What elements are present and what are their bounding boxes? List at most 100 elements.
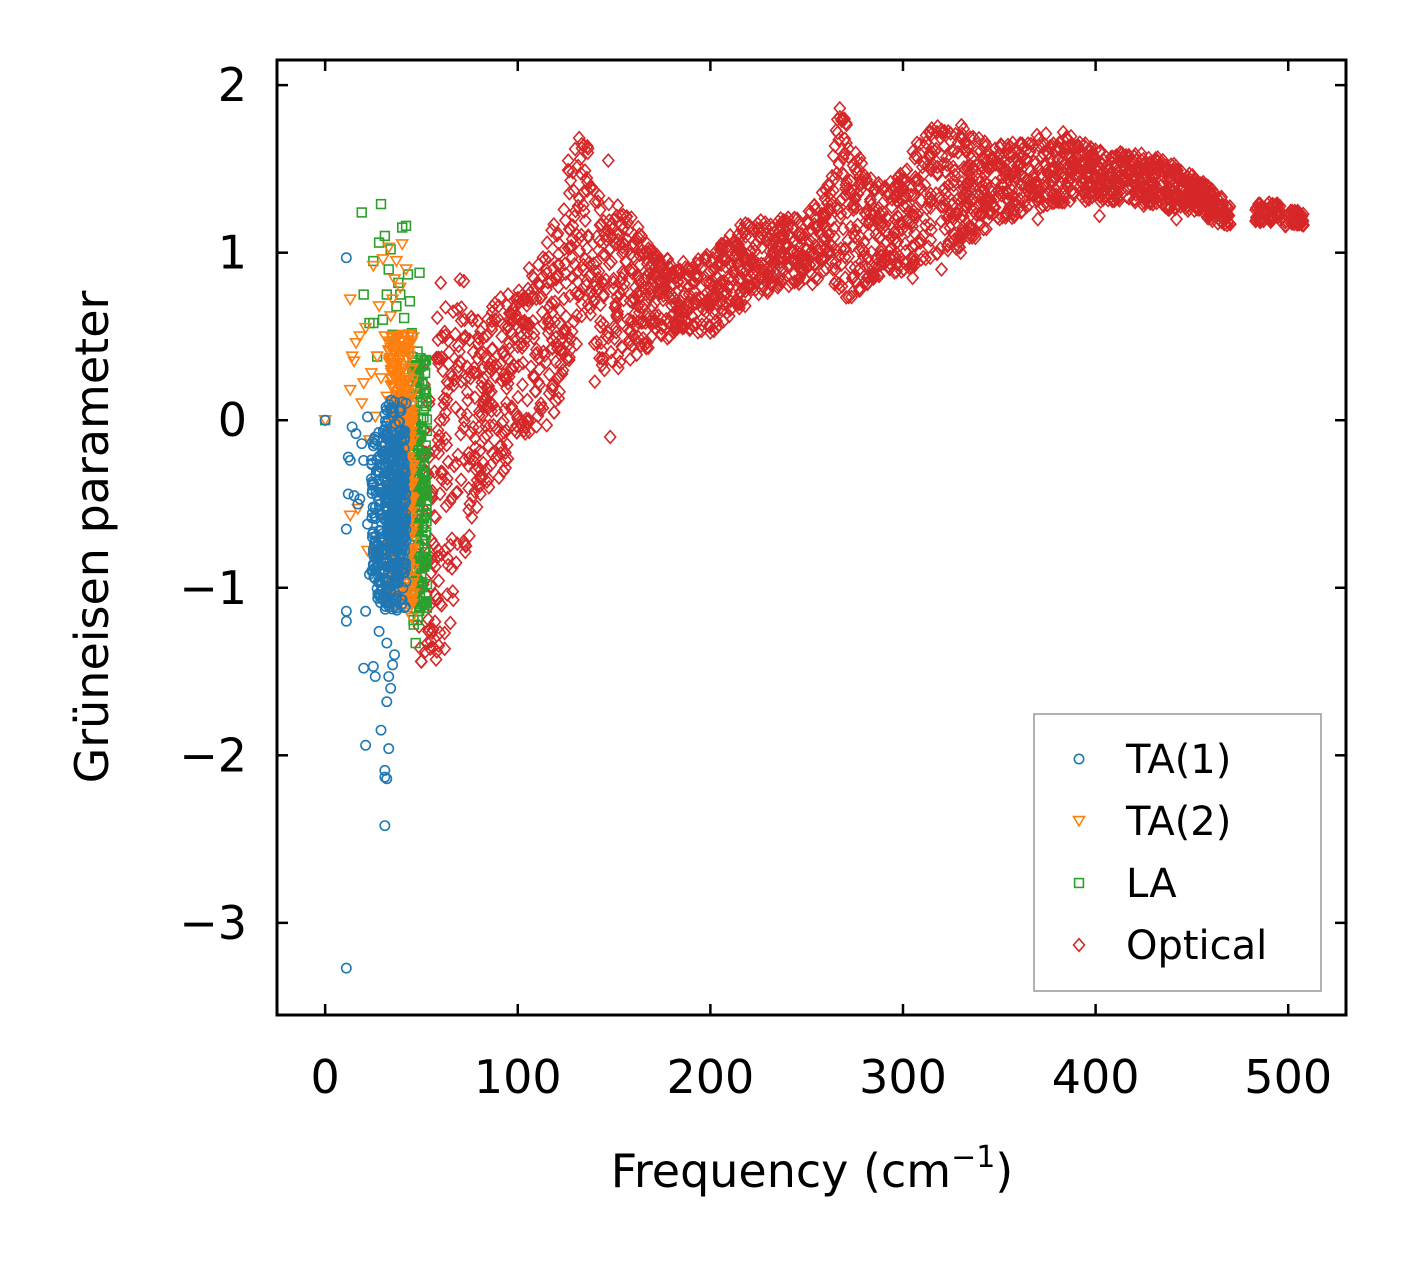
point-optical — [534, 289, 548, 305]
point-optical — [1046, 186, 1060, 202]
point-optical — [847, 199, 861, 215]
point-ta1 — [362, 518, 374, 530]
point-optical — [676, 273, 690, 290]
point-optical — [962, 165, 976, 181]
point-optical — [617, 276, 631, 292]
point-optical — [854, 176, 868, 192]
point-optical — [842, 289, 856, 305]
point-optical — [464, 309, 478, 325]
point-optical — [457, 312, 472, 328]
x-tick-label: 0 — [311, 1050, 340, 1104]
point-optical — [866, 267, 880, 283]
point-optical — [748, 243, 762, 259]
point-ta2 — [404, 365, 418, 377]
point-optical — [492, 298, 506, 314]
point-optical — [818, 191, 832, 207]
point-optical — [831, 125, 845, 141]
point-optical — [1055, 194, 1069, 210]
point-optical — [755, 281, 769, 297]
point-optical — [563, 288, 577, 304]
point-optical — [428, 509, 443, 526]
point-optical — [435, 472, 449, 488]
point-optical — [833, 248, 847, 264]
point-optical — [433, 625, 447, 641]
point-optical — [836, 221, 850, 237]
point-optical — [540, 310, 554, 326]
point-optical — [564, 172, 578, 189]
point-ta1 — [369, 431, 381, 443]
point-ta1 — [385, 406, 397, 418]
point-ta1 — [384, 560, 396, 572]
point-ta2 — [360, 545, 375, 558]
point-optical — [583, 267, 597, 284]
point-ta1 — [397, 558, 409, 570]
point-optical — [467, 365, 481, 381]
point-optical — [792, 250, 806, 266]
point-optical — [626, 262, 640, 278]
point-ta1 — [384, 534, 396, 546]
point-ta2 — [370, 351, 385, 364]
point-optical — [863, 206, 877, 222]
point-ta1 — [386, 461, 398, 473]
point-optical — [623, 293, 637, 309]
point-optical — [559, 309, 573, 325]
point-optical — [428, 587, 443, 603]
point-optical — [1185, 167, 1199, 183]
point-optical — [460, 384, 474, 400]
point-optical — [1111, 149, 1125, 165]
point-optical — [1091, 159, 1105, 175]
point-optical — [575, 136, 589, 152]
point-optical — [993, 157, 1007, 173]
point-optical — [580, 241, 594, 257]
point-optical — [815, 185, 829, 201]
point-optical — [689, 290, 703, 307]
point-optical — [1262, 195, 1276, 211]
point-optical — [837, 241, 851, 257]
point-optical — [593, 319, 607, 335]
point-optical — [825, 238, 839, 254]
point-optical — [850, 164, 864, 180]
point-ta1 — [390, 434, 402, 446]
point-optical — [593, 233, 607, 249]
point-optical — [1007, 208, 1021, 225]
point-ta1 — [379, 820, 391, 832]
point-optical — [537, 347, 552, 363]
point-optical — [974, 216, 988, 232]
point-optical — [1053, 134, 1067, 150]
point-optical — [624, 323, 638, 339]
point-optical — [713, 281, 727, 297]
point-optical — [545, 378, 559, 394]
point-optical — [905, 218, 920, 234]
point-optical — [574, 165, 588, 182]
point-optical — [461, 445, 475, 462]
point-optical — [724, 258, 738, 274]
point-optical — [956, 187, 970, 204]
point-optical — [762, 229, 776, 245]
point-optical — [764, 228, 779, 244]
point-ta2 — [391, 358, 406, 370]
point-optical — [481, 400, 495, 416]
point-optical — [900, 162, 914, 178]
point-optical — [547, 404, 561, 420]
point-ta1 — [358, 454, 370, 466]
point-optical — [915, 159, 929, 175]
point-la — [379, 230, 391, 242]
point-optical — [444, 366, 458, 382]
point-optical — [1105, 193, 1119, 209]
point-optical — [555, 325, 569, 341]
point-optical — [1028, 187, 1042, 203]
point-optical — [1214, 197, 1228, 213]
point-optical — [597, 286, 611, 303]
point-optical — [837, 111, 852, 127]
point-optical — [691, 251, 705, 267]
point-optical — [576, 197, 590, 213]
point-optical — [561, 153, 575, 169]
point-optical — [454, 313, 468, 329]
plot-frame — [275, 58, 1348, 1017]
point-optical — [766, 269, 780, 285]
point-optical — [832, 132, 846, 148]
point-optical — [934, 261, 949, 277]
point-ta2 — [393, 374, 407, 387]
point-optical — [437, 396, 451, 413]
point-ta1 — [398, 428, 410, 440]
